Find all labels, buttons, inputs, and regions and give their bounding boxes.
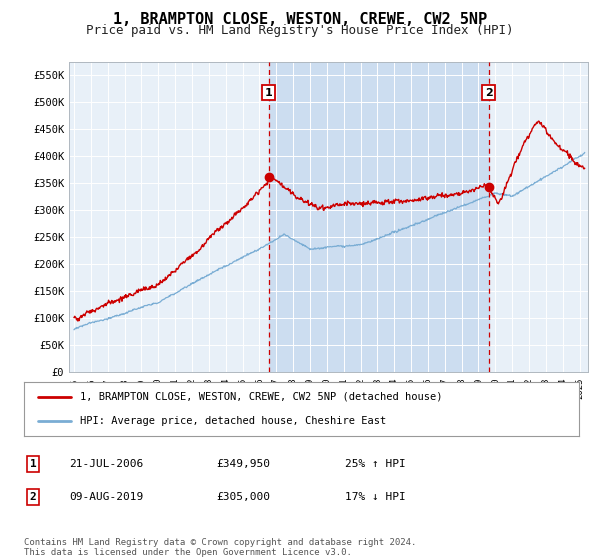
Bar: [269, 62, 488, 372]
Text: £349,950: £349,950: [216, 459, 270, 469]
Text: £305,000: £305,000: [216, 492, 270, 502]
Text: 25% ↑ HPI: 25% ↑ HPI: [345, 459, 406, 469]
Text: 1, BRAMPTON CLOSE, WESTON, CREWE, CW2 5NP: 1, BRAMPTON CLOSE, WESTON, CREWE, CW2 5N…: [113, 12, 487, 27]
Text: 1: 1: [265, 88, 272, 97]
Text: Price paid vs. HM Land Registry's House Price Index (HPI): Price paid vs. HM Land Registry's House …: [86, 24, 514, 37]
Text: 21-JUL-2006: 21-JUL-2006: [69, 459, 143, 469]
Text: 1: 1: [29, 459, 37, 469]
Text: 2: 2: [485, 88, 493, 97]
Text: 2: 2: [29, 492, 37, 502]
Text: 17% ↓ HPI: 17% ↓ HPI: [345, 492, 406, 502]
Text: Contains HM Land Registry data © Crown copyright and database right 2024.
This d: Contains HM Land Registry data © Crown c…: [24, 538, 416, 557]
Text: HPI: Average price, detached house, Cheshire East: HPI: Average price, detached house, Ches…: [79, 416, 386, 426]
Text: 09-AUG-2019: 09-AUG-2019: [69, 492, 143, 502]
Text: 1, BRAMPTON CLOSE, WESTON, CREWE, CW2 5NP (detached house): 1, BRAMPTON CLOSE, WESTON, CREWE, CW2 5N…: [79, 392, 442, 402]
